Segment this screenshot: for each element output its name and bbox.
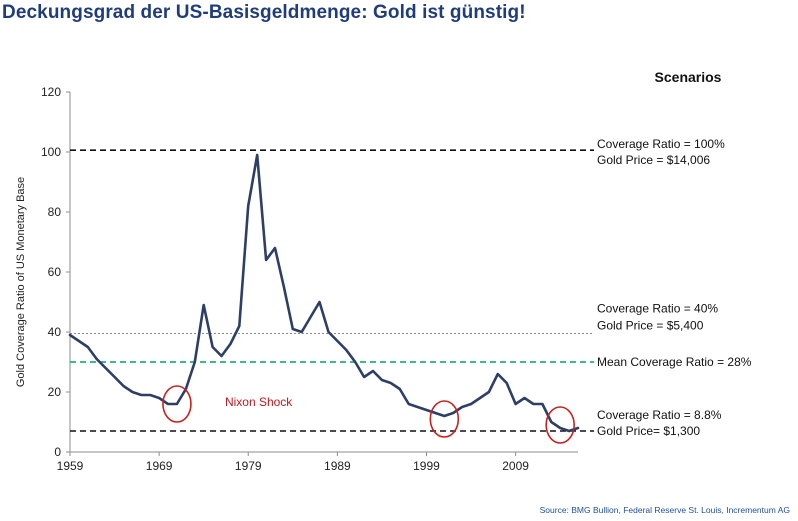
x-tick-label: 2009	[502, 459, 529, 473]
reference-label: Gold Price = $5,400	[597, 319, 704, 333]
page-title: Deckungsgrad der US-Basisgeldmenge: Gold…	[2, 2, 526, 23]
y-tick-label: 20	[48, 385, 62, 399]
x-tick-label: 1999	[413, 459, 440, 473]
annotation-circle	[162, 385, 192, 423]
source-note: Source: BMG Bullion, Federal Reserve St.…	[539, 505, 790, 515]
y-tick-label: 40	[48, 325, 62, 339]
coverage-ratio-line	[68, 153, 580, 433]
y-axis-label: Gold Coverage Ratio of US Monetary Base	[15, 177, 27, 387]
reference-label: Mean Coverage Ratio = 28%	[597, 355, 752, 369]
scenarios-header: Scenarios	[655, 69, 722, 85]
y-tick-label: 60	[48, 265, 62, 279]
x-tick-label: 1989	[324, 459, 351, 473]
x-tick-label: 1979	[235, 459, 262, 473]
annotation-circle	[545, 406, 575, 444]
reference-label: Coverage Ratio = 100%	[597, 137, 725, 151]
y-tick-label: 100	[41, 145, 61, 159]
x-tick-label: 1959	[57, 459, 84, 473]
x-tick-label: 1969	[146, 459, 173, 473]
y-tick-label: 80	[48, 205, 62, 219]
y-tick-label: 120	[41, 85, 61, 99]
annotation-label: Nixon Shock	[225, 395, 293, 409]
reference-label: Gold Price= $1,300	[597, 424, 700, 438]
reference-label: Gold Price = $14,006	[597, 153, 710, 167]
reference-label: Coverage Ratio = 40%	[597, 302, 718, 316]
annotation-circle	[429, 400, 460, 438]
y-tick-label: 0	[54, 445, 61, 459]
reference-label: Coverage Ratio = 8.8%	[597, 408, 722, 422]
